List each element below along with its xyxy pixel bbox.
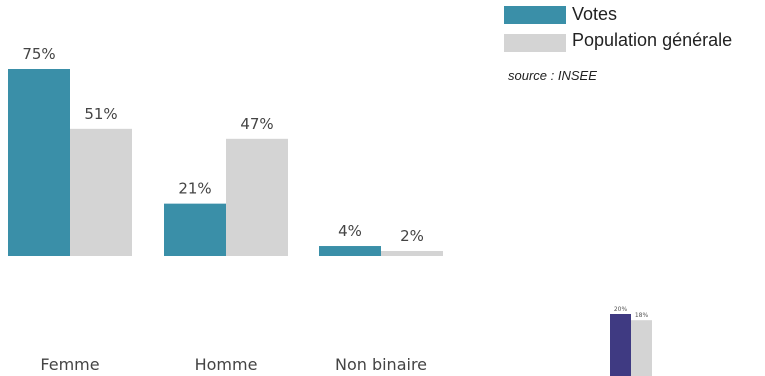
- legend-swatch-population: [504, 34, 566, 52]
- legend-swatch-votes: [504, 6, 566, 24]
- data-label-votes-homme: 21%: [178, 180, 211, 198]
- bar-population-g-n-rale-non-binaire: [381, 251, 443, 256]
- mini-bar-2: [631, 320, 652, 376]
- mini-bar-1: [610, 314, 631, 376]
- legend-label-votes: Votes: [572, 4, 618, 24]
- data-label-population-g-n-rale-non-binaire: 2%: [400, 227, 424, 245]
- bar-votes-non-binaire: [319, 246, 381, 256]
- legend-label-population: Population générale: [572, 30, 733, 50]
- bar-votes-femme: [8, 69, 70, 256]
- x-tick-label-non-binaire: Non binaire: [335, 355, 427, 374]
- data-label-population-g-n-rale-femme: 51%: [84, 105, 117, 123]
- data-label-population-g-n-rale-homme: 47%: [240, 115, 273, 133]
- data-label-votes-non-binaire: 4%: [338, 222, 362, 240]
- chart-source: source : INSEE: [508, 68, 597, 83]
- bar-population-g-n-rale-femme: [70, 128, 132, 256]
- mini-data-label-1: 20%: [614, 306, 628, 313]
- x-tick-label-femme: Femme: [40, 355, 99, 374]
- bar-votes-homme: [164, 203, 226, 256]
- x-tick-label-homme: Homme: [195, 355, 258, 374]
- mini-data-label-2: 18%: [635, 312, 649, 319]
- data-label-votes-femme: 75%: [22, 45, 55, 63]
- bar-population-g-n-rale-homme: [226, 138, 288, 256]
